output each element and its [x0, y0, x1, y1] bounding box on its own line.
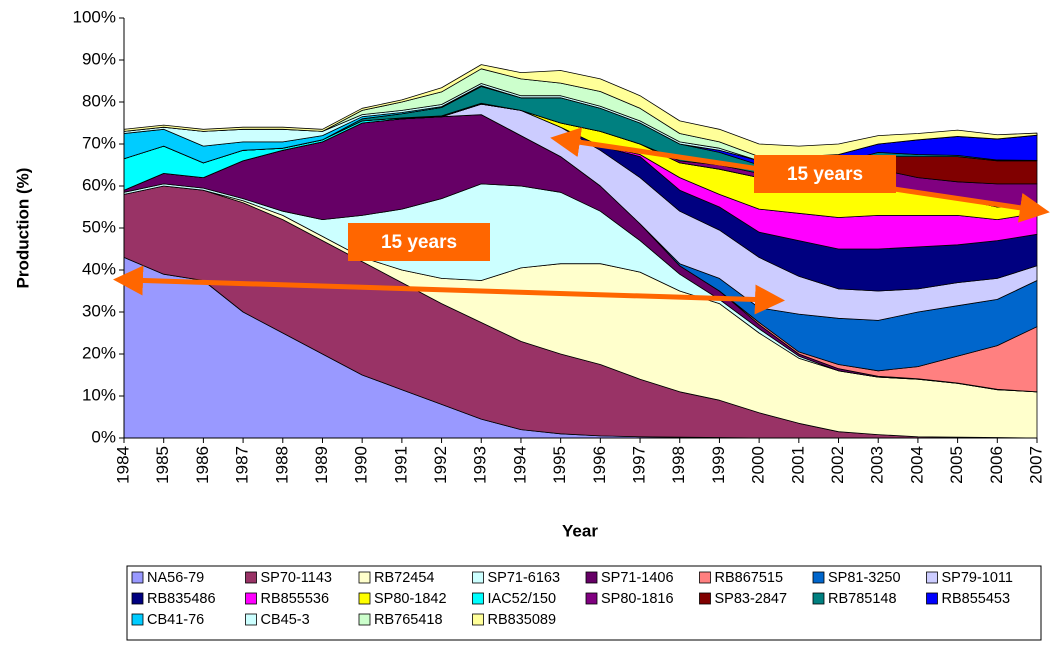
x-tick-label: 1998: [669, 446, 688, 484]
legend-swatch: [472, 592, 484, 605]
legend-label: SP71-1406: [601, 570, 674, 586]
legend-swatch: [585, 571, 598, 584]
annotation: 15 years: [787, 164, 863, 185]
y-tick-label: 10%: [82, 385, 116, 404]
x-axis-title: Year: [562, 521, 598, 540]
legend-label: RB72454: [374, 570, 434, 586]
legend-label: RB855453: [942, 591, 1011, 607]
x-tick-label: 1988: [272, 446, 291, 484]
legend: NA56-79 SP70-1143 RB72454 SP71-6163 SP71-140…: [131, 570, 1013, 628]
x-tick-label: 2001: [788, 446, 807, 484]
x-tick-label: 2006: [987, 446, 1006, 484]
x-tick-label: 1989: [312, 446, 331, 484]
y-tick-label: 20%: [82, 343, 116, 362]
x-tick-label: 1991: [391, 446, 410, 484]
x-tick-label: 2005: [947, 446, 966, 484]
x-tick-label: 1994: [510, 446, 529, 484]
legend-label: RB835486: [147, 591, 216, 607]
legend-box: [126, 565, 1042, 641]
legend-label: CB45-3: [261, 612, 310, 628]
annotation-arrow: [113, 265, 785, 315]
legend-label: SP79-1011: [942, 570, 1013, 586]
x-tick-label: 1996: [590, 446, 609, 484]
x-tick-label: 1990: [352, 446, 371, 484]
legend-swatch: [131, 592, 144, 605]
y-tick-label: 0%: [91, 427, 116, 446]
legend-label: SP80-1816: [601, 591, 674, 607]
annotation-box: [348, 223, 490, 261]
x-tick-label: 1997: [630, 446, 649, 484]
x-tick-label: 1986: [193, 446, 212, 484]
annotation-box: [754, 155, 896, 193]
legend-label: SP71-6163: [488, 570, 561, 586]
y-axis-title: Production (%): [13, 168, 32, 289]
x-tick-label: 1984: [113, 446, 132, 484]
legend-label: SP83-2847: [715, 591, 788, 607]
legend-label: IAC52/150: [488, 591, 557, 607]
legend-swatch: [585, 592, 598, 605]
legend-label: RB835089: [488, 612, 557, 628]
x-tick-label: 1999: [709, 446, 728, 484]
legend-swatch: [812, 571, 825, 584]
legend-label: CB41-76: [147, 612, 204, 628]
x-tick-label: 2002: [828, 446, 847, 484]
legend-swatch: [245, 613, 257, 626]
legend-swatch: [245, 571, 257, 584]
x-tick-label: 2000: [749, 446, 768, 484]
y-tick-label: 50%: [82, 217, 116, 236]
legend-swatch: [699, 592, 711, 605]
legend-label: RB765418: [374, 612, 443, 628]
y-tick-label: 90%: [82, 49, 116, 68]
legend-swatch: [358, 613, 371, 626]
y-tick-label: 30%: [82, 301, 116, 320]
legend-swatch: [926, 571, 938, 584]
legend-label: RB867515: [715, 570, 784, 586]
x-tick-label: 2004: [907, 446, 926, 484]
y-tick-label: 60%: [82, 175, 116, 194]
legend-label: SP80-1842: [374, 591, 447, 607]
y-tick-label: 80%: [82, 91, 116, 110]
legend-label: RB855536: [261, 591, 330, 607]
x-tick-label: 2003: [868, 446, 887, 484]
legend-label: SP70-1143: [261, 570, 332, 586]
y-tick-label: 40%: [82, 259, 116, 278]
legend-swatch: [131, 571, 144, 584]
legend-swatch: [926, 592, 938, 605]
legend-swatch: [472, 613, 484, 626]
y-tick-label: 100%: [73, 7, 116, 26]
legend-swatch: [472, 571, 484, 584]
legend-swatch: [131, 613, 144, 626]
x-tick-label: 1992: [431, 446, 450, 484]
x-tick-label: 1987: [233, 446, 252, 484]
x-tick-label: 2007: [1026, 446, 1045, 484]
legend-swatch: [358, 571, 371, 584]
legend-swatch: [358, 592, 371, 605]
annotation: 15 years: [381, 232, 457, 253]
plot-area: [123, 64, 1038, 439]
legend-label: RB785148: [828, 591, 897, 607]
legend-swatch: [245, 592, 257, 605]
legend-swatch: [812, 592, 825, 605]
y-tick-label: 70%: [82, 133, 116, 152]
x-tick-label: 1995: [550, 446, 569, 484]
legend-label: NA56-79: [147, 570, 204, 586]
x-tick-label: 1993: [471, 446, 490, 484]
legend-swatch: [699, 571, 711, 584]
x-tick-label: 1985: [153, 446, 172, 484]
legend-label: SP81-3250: [828, 570, 901, 586]
